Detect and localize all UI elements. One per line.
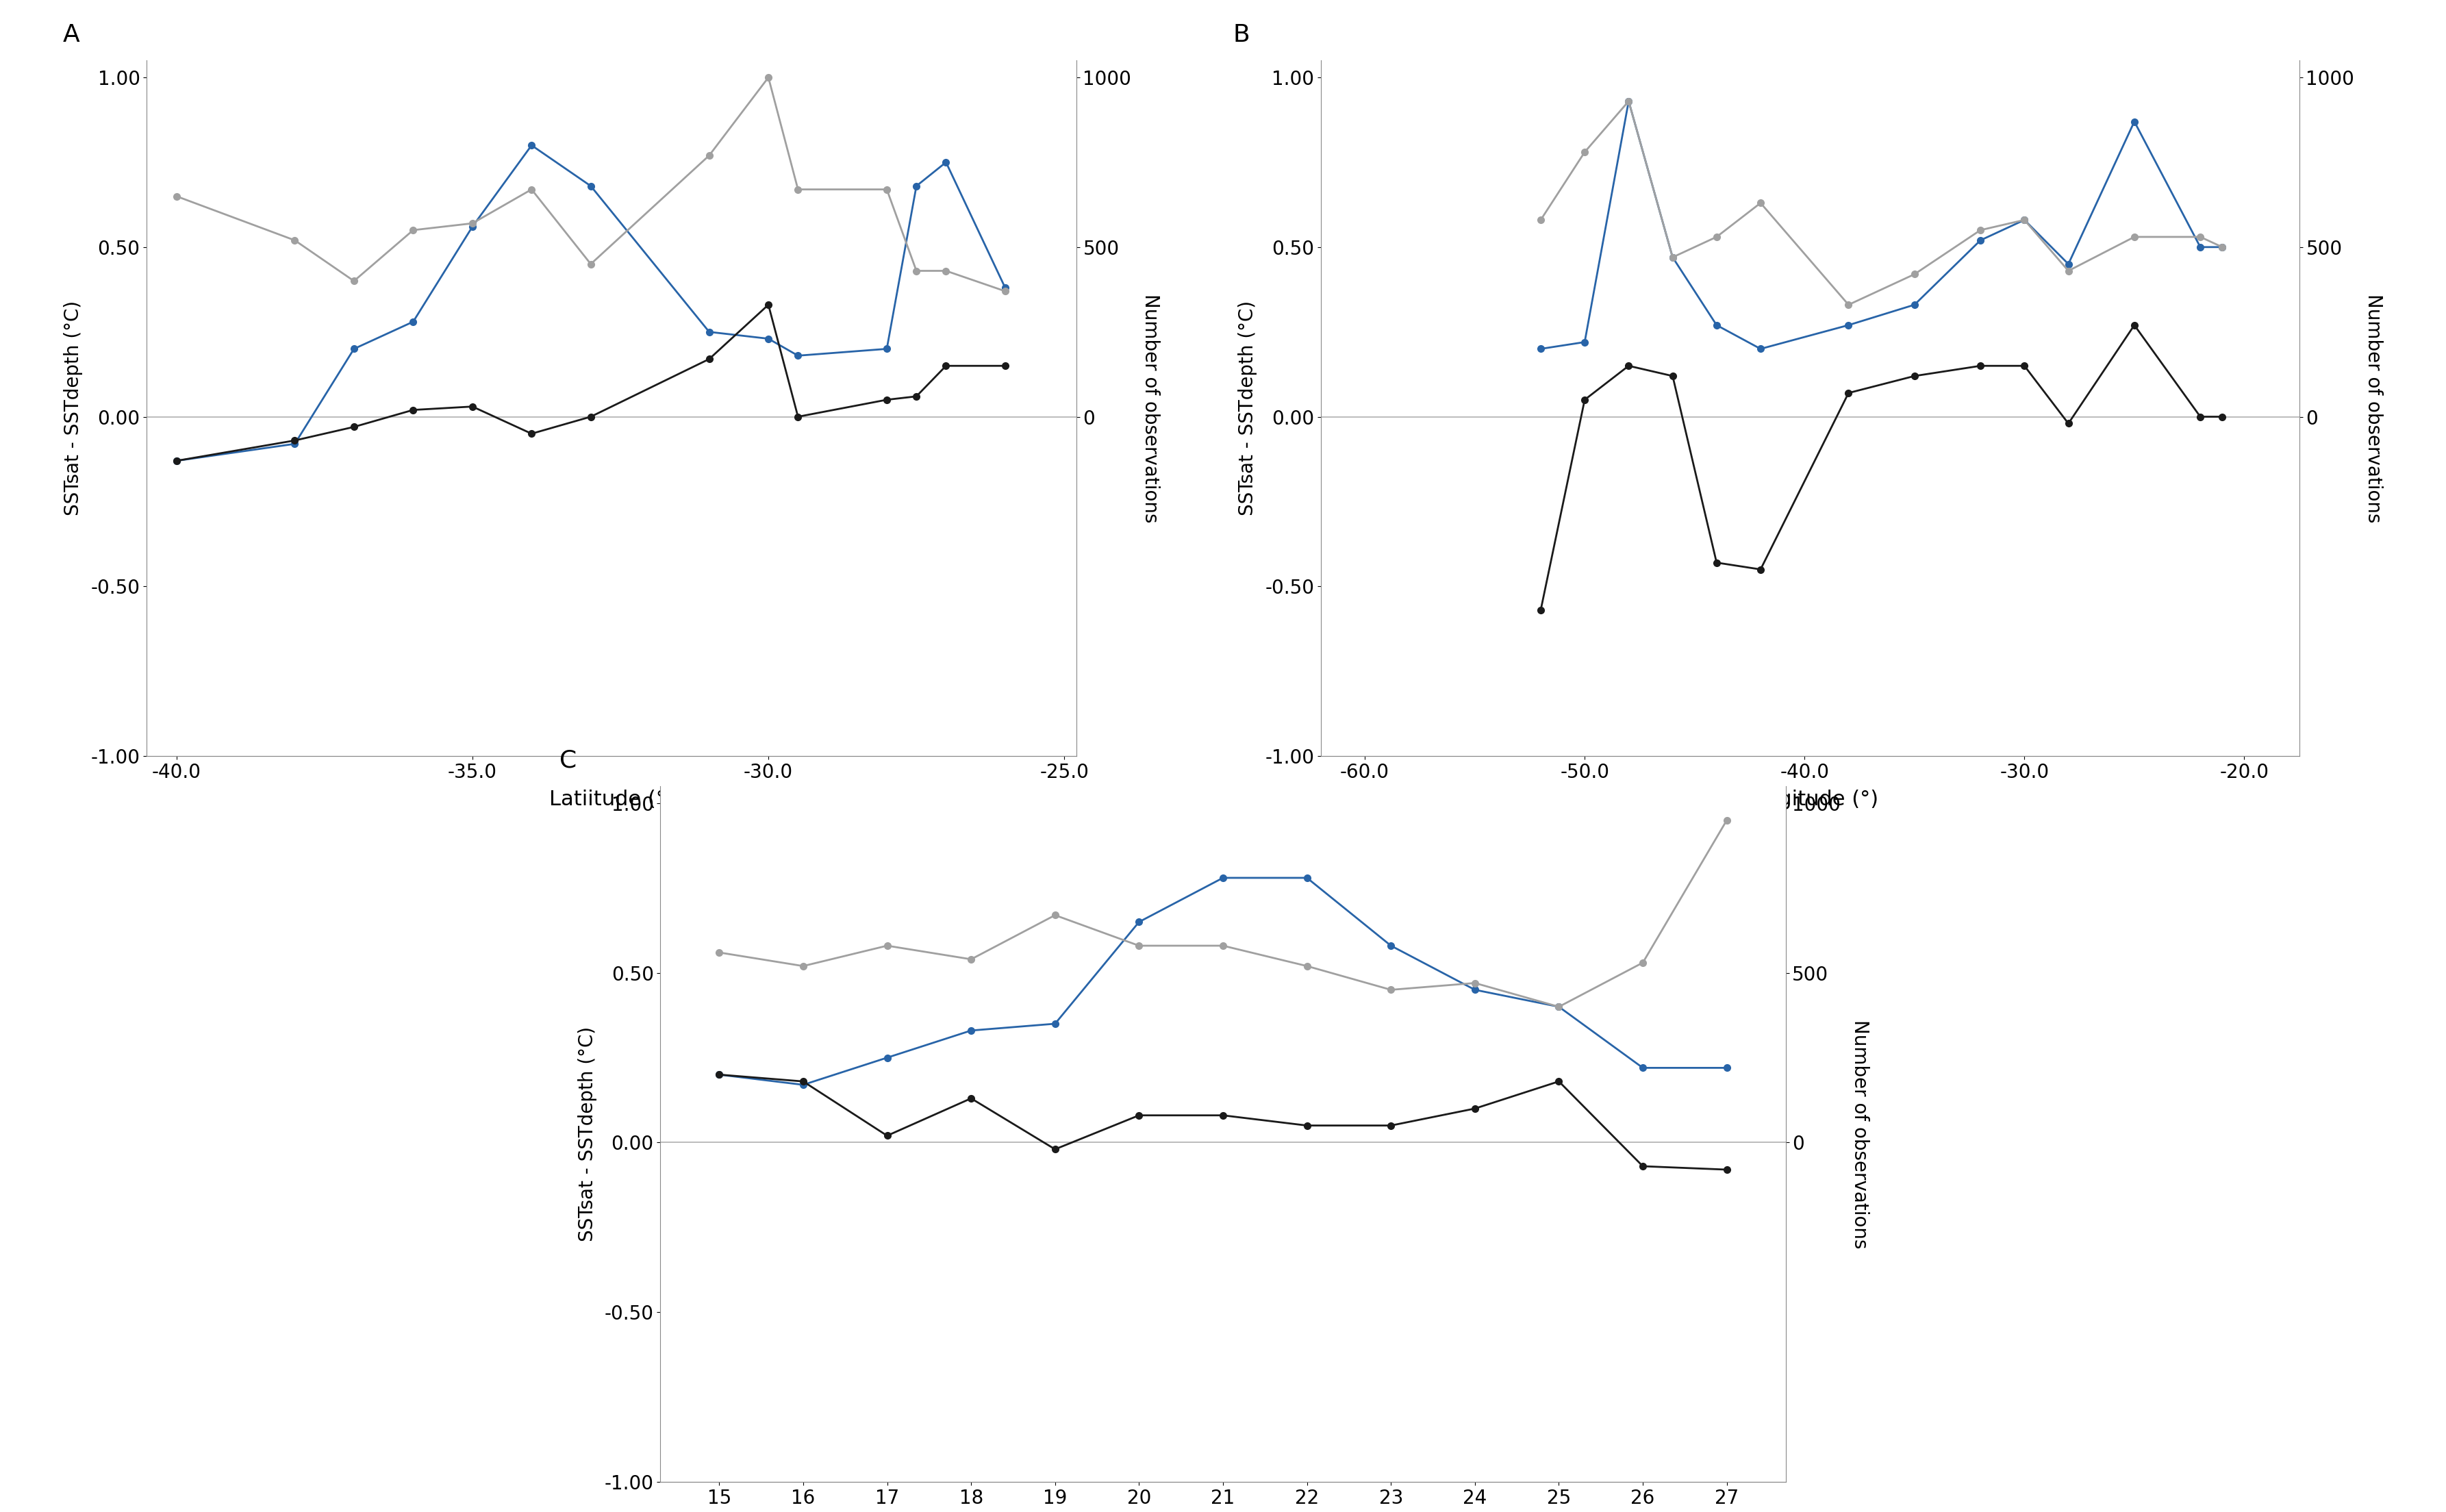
Text: A: A — [64, 23, 81, 47]
Y-axis label: Number of observations: Number of observations — [1140, 293, 1159, 523]
X-axis label: Latiitude (°): Latiitude (°) — [548, 789, 675, 809]
Y-axis label: Number of observations: Number of observations — [2363, 293, 2382, 523]
X-axis label: Longitude (°): Longitude (°) — [1742, 789, 1879, 809]
Y-axis label: SSTsat - SSTdepth (°C): SSTsat - SSTdepth (°C) — [64, 301, 83, 516]
Y-axis label: Number of observations: Number of observations — [1849, 1019, 1869, 1249]
Text: B: B — [1233, 23, 1250, 47]
Y-axis label: SSTsat - SSTdepth (°C): SSTsat - SSTdepth (°C) — [1238, 301, 1257, 516]
Y-axis label: SSTsat - SSTdepth (°C): SSTsat - SSTdepth (°C) — [577, 1027, 597, 1241]
Text: C: C — [560, 748, 577, 773]
